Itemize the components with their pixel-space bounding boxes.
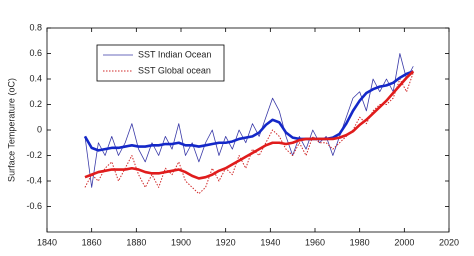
series-line	[84, 70, 415, 180]
legend-label: SST Global ocean	[138, 65, 211, 75]
y-tick-label: 0.4	[29, 73, 42, 83]
y-tick-label: 0.6	[29, 48, 42, 58]
legend-box	[96, 44, 225, 82]
series-line	[84, 72, 414, 195]
x-tick-label: 1880	[126, 237, 146, 247]
x-tick-label: 1900	[171, 237, 191, 247]
x-tick-label: 1980	[350, 237, 370, 247]
x-tick-label: 1940	[260, 237, 280, 247]
x-tick-label: 1840	[37, 237, 57, 247]
y-tick-label: -0.2	[26, 150, 42, 160]
y-tick-label: -0.6	[26, 201, 42, 211]
x-tick-label: 1960	[305, 237, 325, 247]
y-tick-label: 0.8	[29, 22, 42, 32]
y-tick-label: 0.2	[29, 99, 42, 109]
x-tick-label: 1860	[82, 237, 102, 247]
x-tick-label: 1920	[216, 237, 236, 247]
y-tick-label: -0.4	[26, 175, 42, 185]
x-tick-label: 2000	[394, 237, 414, 247]
y-axis-label: Surface Temperature (oC)	[6, 78, 16, 182]
series-line	[84, 53, 414, 188]
x-tick-label: 2020	[439, 237, 459, 247]
y-tick-label: 0	[37, 124, 42, 134]
series-line	[83, 70, 414, 152]
legend-label: SST Indian Ocean	[138, 49, 211, 59]
